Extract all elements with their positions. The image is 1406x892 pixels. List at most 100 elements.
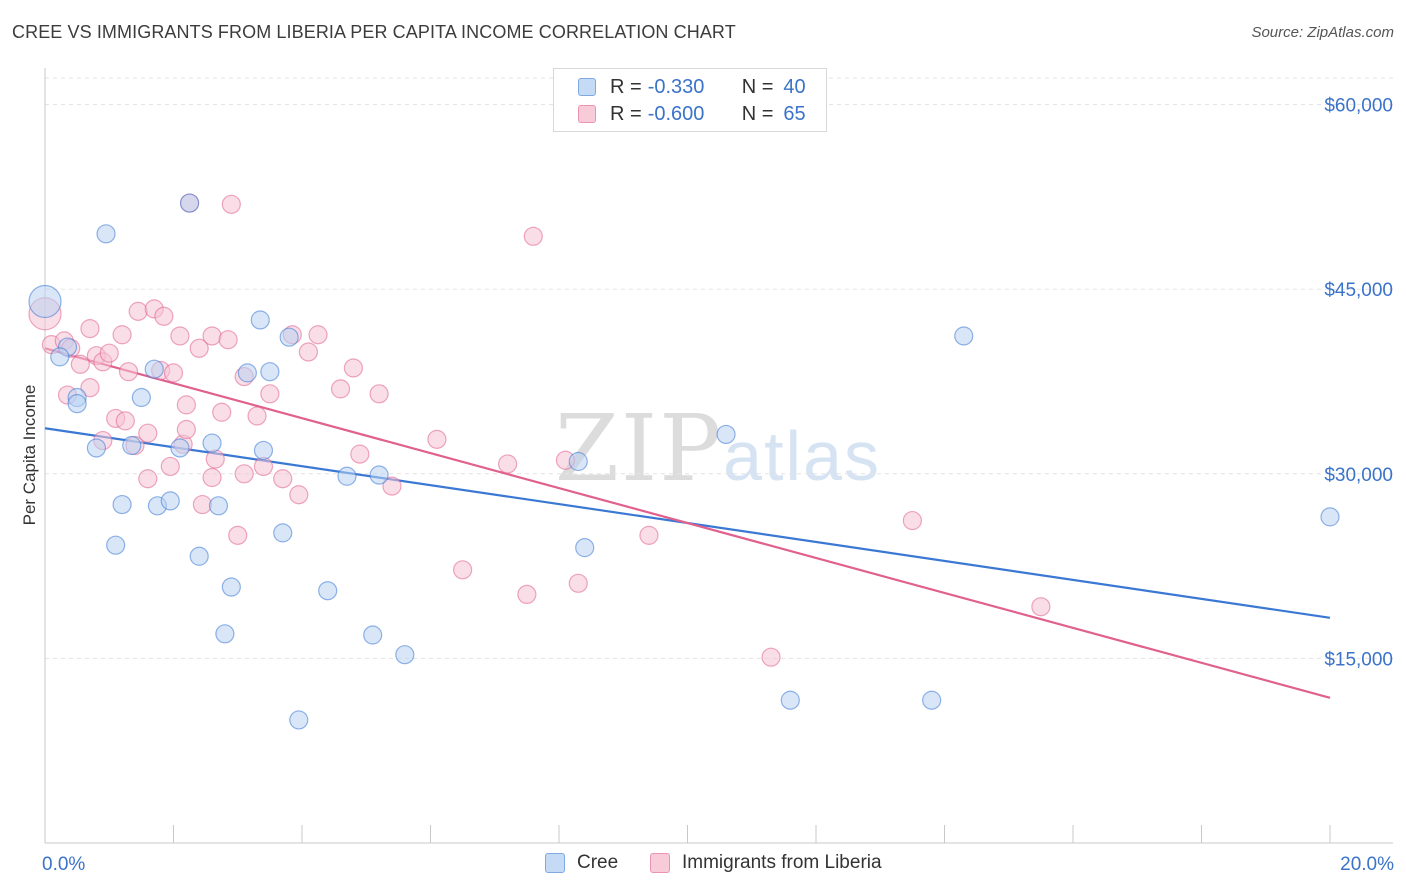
watermark: ZIPatlas — [555, 395, 881, 502]
y-tick-label: $45,000 — [1324, 280, 1393, 301]
cree-point — [273, 523, 293, 543]
liberia-point — [498, 454, 518, 474]
legend-swatch-liberia — [650, 853, 670, 873]
liberia-point — [128, 301, 148, 321]
cree-point — [160, 491, 180, 511]
liberia-point — [247, 406, 267, 426]
cree-point — [202, 433, 222, 453]
liberia-point — [202, 326, 222, 346]
legend-item-liberia[interactable]: Immigrants from Liberia — [650, 852, 882, 874]
liberia-point — [70, 354, 90, 374]
legend-r-label: R = — [610, 75, 642, 98]
legend-n-label: N = — [741, 102, 774, 125]
y-axis-label: Per Capita Income — [20, 384, 39, 526]
liberia-point — [253, 456, 274, 477]
cree-point — [289, 710, 309, 730]
cree-point — [179, 193, 200, 213]
cree-point — [363, 625, 383, 645]
legend-r-label: R = — [610, 102, 642, 125]
cree-point — [337, 466, 357, 486]
legend-n-value: 40 — [783, 75, 806, 98]
legend-swatch-liberia — [578, 105, 596, 123]
cree-point — [1320, 507, 1340, 527]
cree-point — [250, 310, 270, 330]
liberia-point — [154, 306, 174, 326]
cree-point — [369, 465, 389, 485]
cree-point — [215, 624, 235, 644]
chart-title: CREE VS IMMIGRANTS FROM LIBERIA PER CAPI… — [12, 22, 736, 42]
cree-point — [106, 535, 126, 555]
chart-source: Source: ZipAtlas.com — [1251, 24, 1394, 41]
x-tick-labels: 0.0% 20.0% — [42, 854, 1394, 875]
legend-swatch-cree — [578, 78, 596, 96]
y-tick-label: $30,000 — [1324, 465, 1393, 486]
liberia-point — [205, 449, 225, 469]
liberia-point — [221, 194, 241, 214]
cree-point — [208, 496, 229, 516]
watermark-atlas: atlas — [723, 417, 882, 495]
liberia-point — [99, 343, 119, 363]
liberia-point — [369, 384, 389, 404]
liberia-point — [289, 485, 309, 505]
legend-r-value: -0.330 — [647, 75, 705, 98]
liberia-point — [189, 338, 209, 358]
cree-point — [131, 387, 151, 408]
liberia-point — [202, 467, 222, 488]
cree-point — [112, 494, 132, 515]
liberia-point — [80, 378, 100, 398]
cree-point — [189, 546, 209, 566]
liberia-point — [115, 411, 135, 431]
liberia-point — [212, 402, 232, 422]
cree-point — [96, 224, 116, 244]
legend-label-cree: Cree — [577, 852, 619, 873]
liberia-point — [160, 456, 180, 477]
liberia-point — [112, 325, 132, 345]
legend-n-value: 65 — [783, 102, 806, 125]
liberia-point — [517, 584, 537, 605]
series-legend: Cree Immigrants from Liberia — [0, 852, 1406, 876]
cree-point — [170, 438, 190, 458]
liberia-point — [382, 476, 402, 496]
liberia-point — [228, 525, 248, 545]
cree-point — [67, 394, 87, 414]
liberia-point — [260, 384, 280, 404]
cree-point — [253, 440, 274, 461]
legend-label-liberia: Immigrants from Liberia — [682, 852, 882, 873]
trendlines — [44, 347, 1331, 699]
watermark-zip: ZIP — [555, 395, 724, 502]
liberia-point — [138, 469, 158, 489]
liberia-point — [568, 573, 588, 593]
liberia-point — [427, 429, 447, 449]
legend-r-value: -0.600 — [647, 102, 705, 125]
liberia-point — [176, 419, 196, 440]
legend-swatch-cree — [545, 853, 565, 873]
axes — [44, 68, 1393, 844]
liberia-point — [639, 525, 659, 545]
liberia-point — [1031, 597, 1051, 617]
liberia-point — [118, 362, 139, 382]
liberia-trendline — [44, 347, 1331, 699]
cree-point — [86, 438, 107, 458]
cree-point — [780, 690, 800, 710]
liberia-point — [350, 444, 370, 464]
liberia-point — [80, 318, 100, 339]
cree-point — [50, 347, 70, 367]
legend-row-liberia: R = -0.600 N = 65 — [578, 102, 806, 126]
cree-point — [922, 690, 942, 710]
liberia-point — [343, 358, 363, 378]
liberia-point — [163, 363, 184, 383]
cree-point — [28, 284, 62, 319]
cree-point — [144, 359, 164, 379]
cree-point — [122, 435, 142, 456]
cree-point — [318, 581, 338, 601]
liberia-point — [902, 510, 922, 531]
cree-point — [221, 577, 241, 597]
liberia-point — [761, 647, 781, 667]
legend-item-cree[interactable]: Cree — [545, 852, 618, 874]
liberia-point — [273, 469, 293, 489]
liberia-point — [192, 494, 213, 515]
cree-point — [575, 538, 595, 558]
liberia-point — [453, 560, 473, 580]
cree-point — [954, 326, 974, 346]
liberia-point — [523, 226, 543, 246]
